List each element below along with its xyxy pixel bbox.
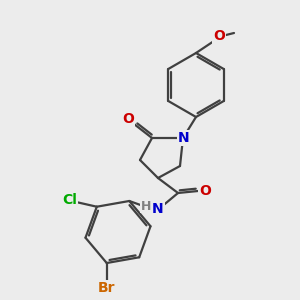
Text: N: N <box>152 202 164 216</box>
Text: O: O <box>122 112 134 126</box>
Text: O: O <box>213 29 225 43</box>
Text: Cl: Cl <box>62 193 77 207</box>
Text: O: O <box>199 184 211 198</box>
Text: H: H <box>141 200 151 212</box>
Text: Br: Br <box>98 281 116 295</box>
Text: N: N <box>178 131 190 145</box>
